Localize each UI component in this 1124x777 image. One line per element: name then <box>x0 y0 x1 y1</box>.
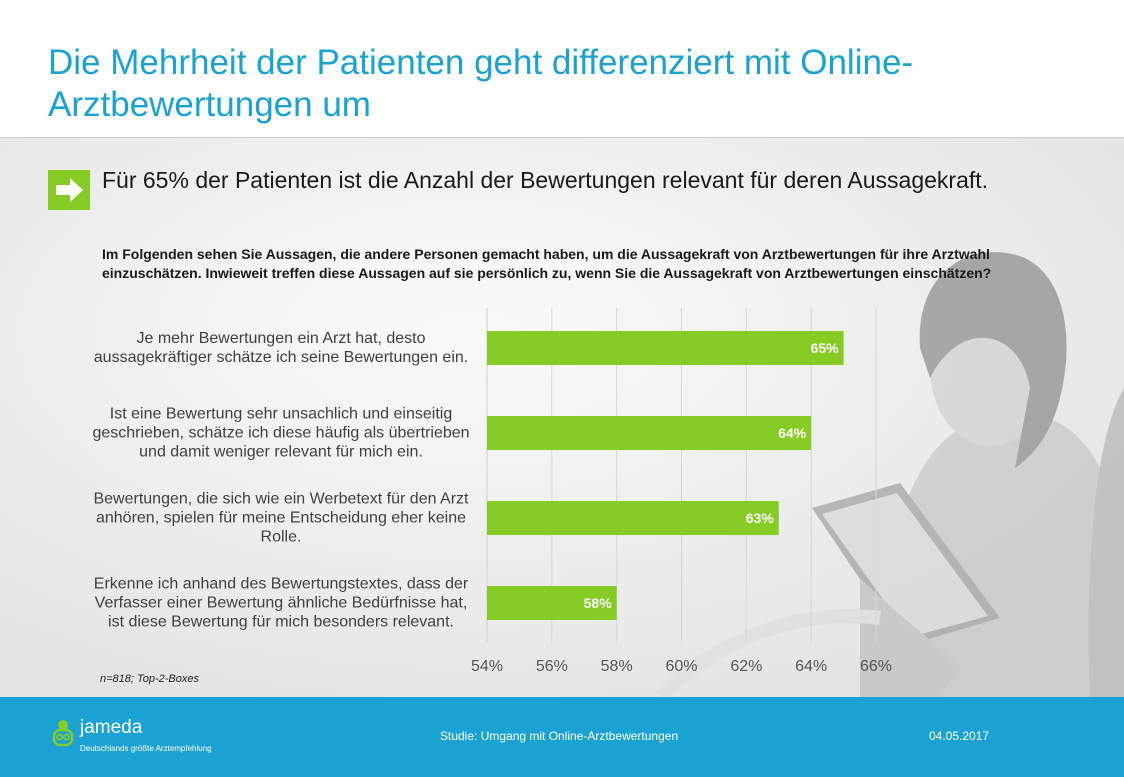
jameda-logo: jameda Deutschlands größte Arztempfehlun… <box>50 717 240 757</box>
bar-value-label: 58% <box>584 595 613 611</box>
right-arrow-icon <box>48 170 90 210</box>
logo-name: jameda <box>80 717 143 738</box>
study-label: Studie: Umgang mit Online-Arztbewertunge… <box>440 729 679 743</box>
slide-footer: jameda Deutschlands größte Arztempfehlun… <box>0 697 1124 777</box>
survey-question: Im Folgenden sehen Sie Aussagen, die and… <box>102 246 992 281</box>
bar-value-label: 64% <box>778 425 807 441</box>
x-tick-label: 66% <box>860 658 892 675</box>
slide-title: Die Mehrheit der Patienten geht differen… <box>48 43 914 124</box>
statement-label: Erkenne ich anhand des Bewertungstextes,… <box>93 575 469 631</box>
x-tick-label: 60% <box>665 658 697 675</box>
key-finding: Für 65% der Patienten ist die Anzahl der… <box>102 167 989 193</box>
bar-value-label: 65% <box>811 340 840 356</box>
x-tick-label: 64% <box>795 658 827 675</box>
bar-chart: 65% 64% 63% 58% 54% 56% 58% 60% 62% 64% 66% <box>471 308 892 675</box>
slide-content: Für 65% der Patienten ist die Anzahl der… <box>0 138 1124 697</box>
logo-tagline: Deutschlands größte Arztempfehlung <box>80 744 212 753</box>
x-tick-label: 56% <box>536 658 568 675</box>
x-tick-label: 62% <box>730 658 762 675</box>
statement-label: Ist eine Bewertung sehr unsachlich und e… <box>92 405 470 461</box>
bar <box>487 586 617 620</box>
x-tick-label: 58% <box>601 658 633 675</box>
header-divider <box>0 137 1124 138</box>
slide-header: Die Mehrheit der Patienten geht differen… <box>0 0 1124 137</box>
bar <box>487 416 812 450</box>
doctor-face-icon <box>52 720 74 747</box>
statement-label: Je mehr Bewertungen ein Arzt hat, desto … <box>93 330 469 366</box>
footer-date: 04.05.2017 <box>929 729 990 743</box>
bar-value-label: 63% <box>746 510 775 526</box>
bar <box>487 331 844 365</box>
statement-label: Bewertungen, die sich wie ein Werbetext … <box>93 490 469 546</box>
bar <box>487 501 779 535</box>
sample-note: n=818; Top-2-Boxes <box>100 673 199 685</box>
x-tick-label: 54% <box>471 658 503 675</box>
